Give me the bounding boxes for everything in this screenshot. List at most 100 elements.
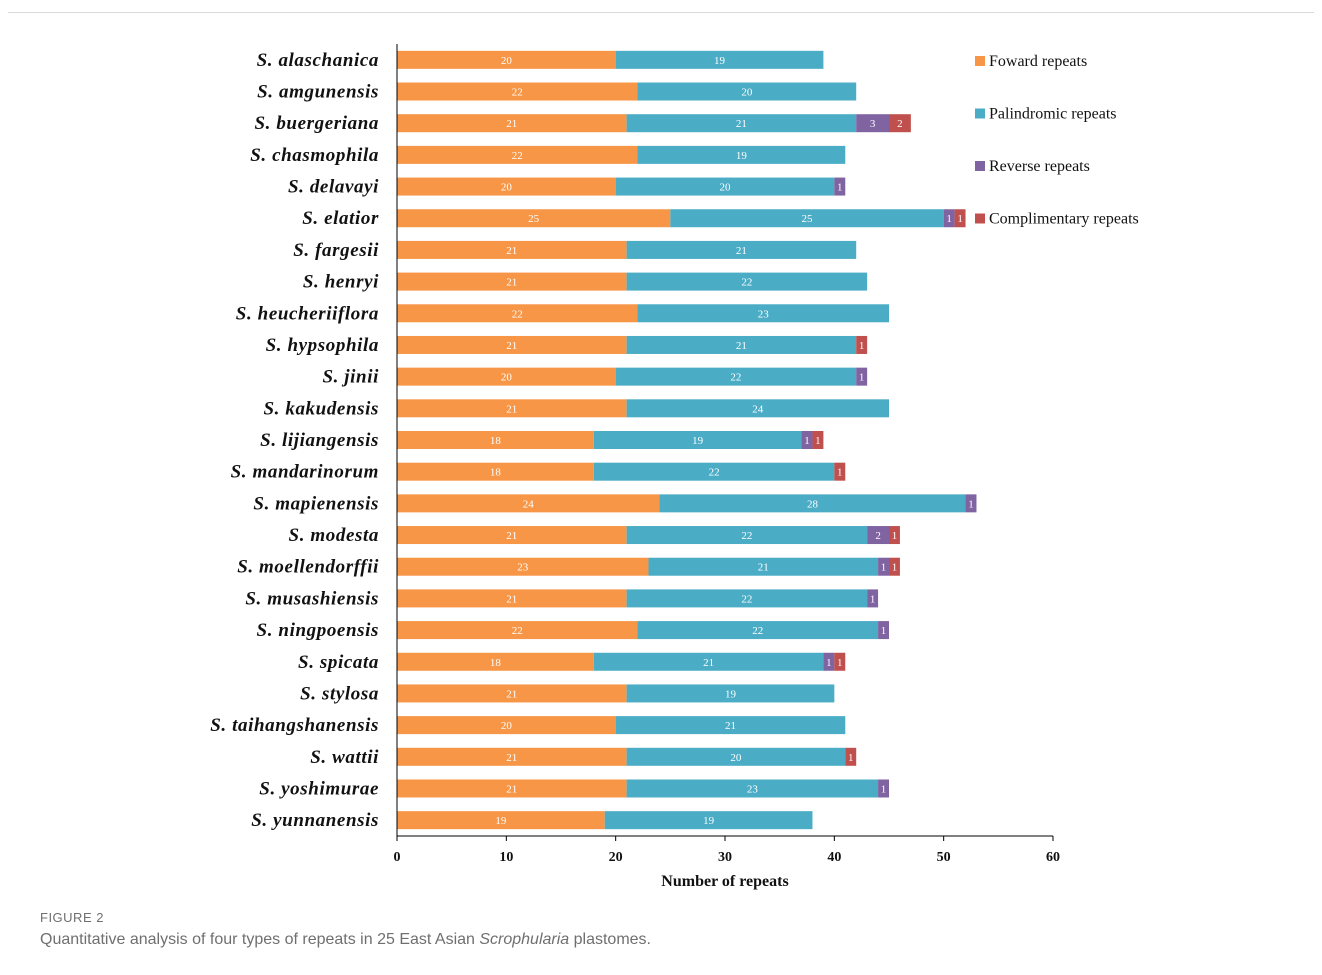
- bar-reverse-repeats-s-jinii: [856, 367, 868, 386]
- data-label-complimentary-repeats-s-lijiangensis: 1: [815, 435, 821, 447]
- data-label-foward-repeats-s-taihangshanensis: 20: [501, 720, 513, 732]
- bar-palindromic-repeats-s-delavayi: [615, 177, 835, 196]
- bar-foward-repeats-s-lijiangensis: [397, 431, 594, 449]
- bar-foward-repeats-s-yunnanensis: [397, 811, 605, 830]
- data-label-reverse-repeats-s-elatior: 1: [946, 213, 952, 225]
- y-tick-label-s-yunnanensis: S. yunnanensis: [251, 810, 379, 831]
- bar-reverse-repeats-s-musashiensis: [867, 589, 879, 608]
- bar-reverse-repeats-s-modesta: [867, 526, 889, 545]
- bar-complimentary-repeats-s-lijiangensis: [812, 431, 824, 449]
- y-tick-label-s-yoshimurae: S. yoshimurae: [259, 778, 379, 799]
- bar-palindromic-repeats-s-taihangshanensis: [615, 716, 846, 735]
- legend-swatch-palindromic-repeats: [975, 108, 985, 119]
- bar-foward-repeats-s-amgunensis: [397, 82, 638, 101]
- bar-palindromic-repeats-s-henryi: [626, 272, 868, 291]
- data-label-foward-repeats-s-alaschanica: 20: [501, 55, 513, 67]
- bar-complimentary-repeats-s-wattii: [845, 747, 857, 766]
- x-axis-label: Number of repeats: [661, 873, 788, 890]
- data-label-reverse-repeats-s-buergeriana: 3: [870, 118, 876, 130]
- data-label-palindromic-repeats-s-elatior: 25: [802, 213, 814, 225]
- data-label-foward-repeats-s-buergeriana: 21: [506, 118, 517, 130]
- y-tick-label-s-chasmophila: S. chasmophila: [250, 145, 379, 166]
- data-label-reverse-repeats-s-delavayi: 1: [837, 182, 843, 194]
- data-label-foward-repeats-s-modesta: 21: [506, 530, 517, 542]
- data-label-foward-repeats-s-spicata: 18: [490, 657, 502, 669]
- x-tick-label-0: 0: [394, 850, 401, 865]
- bar-complimentary-repeats-s-hypsophila: [856, 335, 868, 354]
- bar-palindromic-repeats-s-jinii: [615, 367, 857, 386]
- bar-palindromic-repeats-s-modesta: [626, 526, 868, 545]
- data-label-palindromic-repeats-s-chasmophila: 19: [736, 150, 748, 162]
- bar-foward-repeats-s-heucheriiflora: [397, 304, 638, 323]
- bar-palindromic-repeats-s-stylosa: [626, 684, 835, 703]
- bar-palindromic-repeats-s-wattii: [626, 747, 846, 766]
- y-tick-label-s-heucheriiflora: S. heucheriiflora: [236, 303, 379, 324]
- bar-foward-repeats-s-modesta: [397, 526, 627, 545]
- x-tick-label-40: 40: [827, 850, 841, 865]
- bar-foward-repeats-s-elatior: [397, 209, 671, 228]
- bar-palindromic-repeats-s-moellendorffii: [648, 557, 879, 576]
- data-label-reverse-repeats-s-moellendorffii: 1: [881, 562, 887, 574]
- bar-foward-repeats-s-delavayi: [397, 177, 616, 196]
- data-label-palindromic-repeats-s-henryi: 22: [741, 277, 752, 289]
- bar-foward-repeats-s-henryi: [397, 272, 627, 291]
- data-label-palindromic-repeats-s-kakudensis: 24: [752, 403, 764, 415]
- y-tick-label-s-musashiensis: S. musashiensis: [245, 588, 379, 609]
- data-label-foward-repeats-s-yunnanensis: 19: [495, 815, 507, 827]
- bar-foward-repeats-s-ningpoensis: [397, 621, 638, 640]
- data-label-foward-repeats-s-henryi: 21: [506, 277, 517, 289]
- y-tick-label-s-fargesii: S. fargesii: [293, 240, 379, 261]
- data-label-palindromic-repeats-s-mapienensis: 28: [807, 498, 819, 510]
- bar-foward-repeats-s-hypsophila: [397, 335, 627, 354]
- x-tick-label-10: 10: [499, 850, 513, 865]
- y-tick-label-s-delavayi: S. delavayi: [288, 177, 379, 198]
- data-label-palindromic-repeats-s-stylosa: 19: [725, 688, 737, 700]
- y-tick-label-s-mapienensis: S. mapienensis: [253, 493, 379, 514]
- data-label-reverse-repeats-s-modesta: 2: [875, 530, 881, 542]
- data-label-palindromic-repeats-s-ningpoensis: 22: [752, 625, 763, 637]
- data-label-palindromic-repeats-s-mandarinorum: 22: [709, 467, 720, 479]
- bar-reverse-repeats-s-mapienensis: [965, 494, 977, 513]
- data-label-palindromic-repeats-s-yunnanensis: 19: [703, 815, 715, 827]
- figure-label: FIGURE 2: [40, 910, 104, 925]
- bar-palindromic-repeats-s-yoshimurae: [626, 779, 879, 798]
- data-label-complimentary-repeats-s-hypsophila: 1: [859, 340, 865, 352]
- data-label-foward-repeats-s-heucheriiflora: 22: [512, 308, 523, 320]
- data-label-palindromic-repeats-s-hypsophila: 21: [736, 340, 747, 352]
- data-label-reverse-repeats-s-spicata: 1: [826, 657, 832, 669]
- data-label-palindromic-repeats-s-jinii: 22: [730, 372, 741, 384]
- data-label-palindromic-repeats-s-delavayi: 20: [720, 182, 732, 194]
- bar-foward-repeats-s-alaschanica: [397, 50, 616, 69]
- bar-palindromic-repeats-s-buergeriana: [626, 114, 857, 133]
- data-label-palindromic-repeats-s-heucheriiflora: 23: [758, 308, 770, 320]
- data-label-palindromic-repeats-s-spicata: 21: [703, 657, 714, 669]
- y-tick-label-s-lijiangensis: S. lijiangensis: [260, 430, 379, 451]
- bar-palindromic-repeats-s-spicata: [593, 652, 824, 671]
- bar-foward-repeats-s-moellendorffii: [397, 557, 649, 576]
- bar-complimentary-repeats-s-moellendorffii: [889, 557, 900, 576]
- bar-foward-repeats-s-yoshimurae: [397, 779, 627, 798]
- legend: Foward repeats Palindromic repeats Reverse…: [975, 53, 1139, 228]
- y-tick-label-s-buergeriana: S. buergeriana: [254, 113, 379, 134]
- y-tick-label-s-kakudensis: S. kakudensis: [263, 398, 379, 419]
- data-label-complimentary-repeats-s-modesta: 1: [892, 530, 898, 542]
- caption-text-start: Quantitative analysis of four types of r…: [40, 931, 480, 948]
- data-label-palindromic-repeats-s-taihangshanensis: 21: [725, 720, 736, 732]
- figure-caption-block: FIGURE 2 Quantitative analysis of four t…: [40, 910, 651, 949]
- data-label-foward-repeats-s-amgunensis: 22: [512, 87, 523, 99]
- data-label-foward-repeats-s-kakudensis: 21: [506, 403, 517, 415]
- bar-foward-repeats-s-spicata: [397, 652, 594, 671]
- bar-palindromic-repeats-s-elatior: [670, 209, 944, 228]
- data-label-palindromic-repeats-s-moellendorffii: 21: [758, 562, 769, 574]
- legend-label-complimentary-repeats: Complimentary repeats: [989, 211, 1139, 228]
- data-label-palindromic-repeats-s-yoshimurae: 23: [747, 783, 759, 795]
- data-label-reverse-repeats-s-ningpoensis: 1: [881, 625, 887, 637]
- y-tick-label-s-stylosa: S. stylosa: [300, 683, 379, 704]
- data-label-palindromic-repeats-s-modesta: 22: [741, 530, 752, 542]
- data-label-foward-repeats-s-wattii: 21: [506, 752, 517, 764]
- bar-foward-repeats-s-kakudensis: [397, 399, 627, 418]
- bar-foward-repeats-s-buergeriana: [397, 114, 627, 133]
- y-tick-label-s-ningpoensis: S. ningpoensis: [257, 620, 379, 641]
- bar-palindromic-repeats-s-hypsophila: [626, 335, 857, 354]
